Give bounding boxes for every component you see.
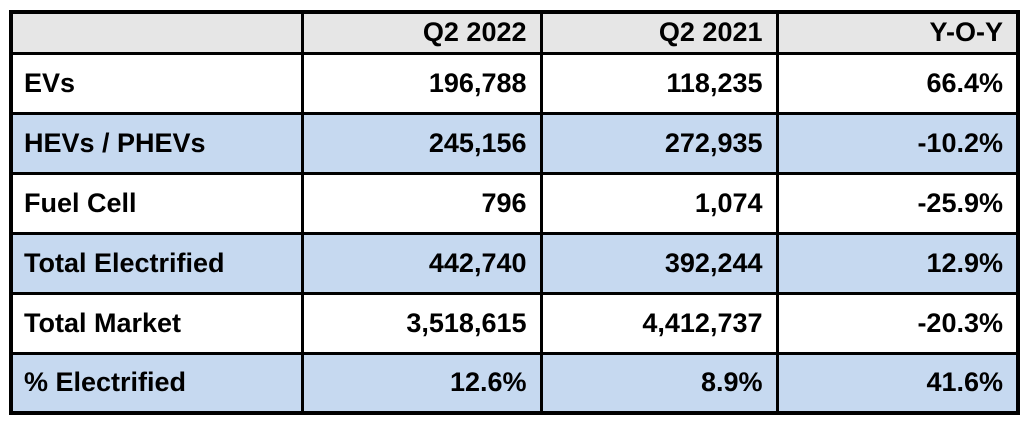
table-row-pct-electrified: % Electrified 12.6% 8.9% 41.6%	[9, 351, 1020, 415]
value-q2-2022: 196,788	[300, 51, 543, 115]
value-yoy: 41.6%	[775, 351, 1020, 415]
row-label: Total Market	[9, 291, 304, 355]
header-yoy: Y-O-Y	[775, 10, 1020, 55]
electrified-sales-table: Q2 2022 Q2 2021 Y-O-Y EVs 196,788 118,23…	[9, 10, 1020, 415]
table-row-hevs-phevs: HEVs / PHEVs 245,156 272,935 -10.2%	[9, 111, 1020, 175]
value-q2-2021: 1,074	[539, 171, 779, 235]
header-q2-2021: Q2 2021	[539, 10, 779, 55]
table-row-evs: EVs 196,788 118,235 66.4%	[9, 51, 1020, 115]
value-q2-2021: 272,935	[539, 111, 779, 175]
header-row: Q2 2022 Q2 2021 Y-O-Y	[9, 10, 1020, 55]
value-q2-2021: 8.9%	[539, 351, 779, 415]
value-q2-2022: 12.6%	[300, 351, 543, 415]
electrified-sales-table-container: Q2 2022 Q2 2021 Y-O-Y EVs 196,788 118,23…	[9, 10, 1020, 415]
value-yoy: -25.9%	[775, 171, 1020, 235]
header-blank-cell	[9, 10, 304, 55]
table-row-total-electrified: Total Electrified 442,740 392,244 12.9%	[9, 231, 1020, 295]
value-yoy: -20.3%	[775, 291, 1020, 355]
value-yoy: 12.9%	[775, 231, 1020, 295]
value-yoy: 66.4%	[775, 51, 1020, 115]
value-q2-2022: 796	[300, 171, 543, 235]
value-yoy: -10.2%	[775, 111, 1020, 175]
row-label: % Electrified	[9, 351, 304, 415]
row-label: Fuel Cell	[9, 171, 304, 235]
table-row-total-market: Total Market 3,518,615 4,412,737 -20.3%	[9, 291, 1020, 355]
value-q2-2022: 245,156	[300, 111, 543, 175]
value-q2-2021: 118,235	[539, 51, 779, 115]
table-row-fuel-cell: Fuel Cell 796 1,074 -25.9%	[9, 171, 1020, 235]
row-label: HEVs / PHEVs	[9, 111, 304, 175]
row-label: Total Electrified	[9, 231, 304, 295]
row-label: EVs	[9, 51, 304, 115]
value-q2-2021: 392,244	[539, 231, 779, 295]
value-q2-2022: 3,518,615	[300, 291, 543, 355]
value-q2-2022: 442,740	[300, 231, 543, 295]
header-q2-2022: Q2 2022	[300, 10, 543, 55]
value-q2-2021: 4,412,737	[539, 291, 779, 355]
